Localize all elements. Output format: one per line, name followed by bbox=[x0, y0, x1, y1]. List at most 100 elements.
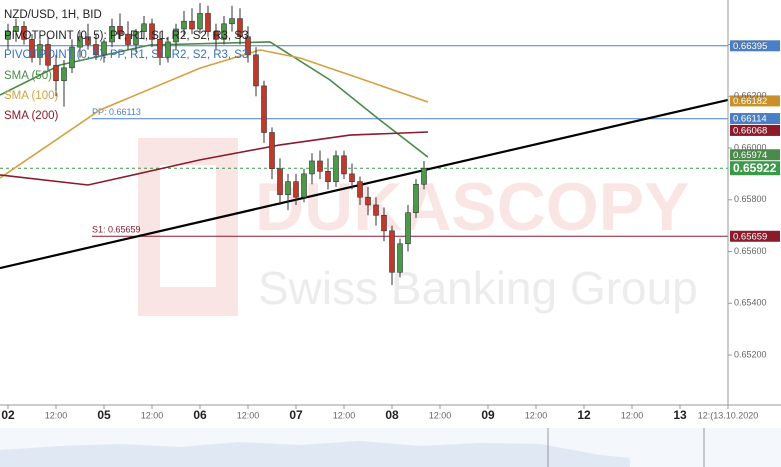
y-tick-label: 0.66400 bbox=[734, 39, 767, 49]
plot: PP: 0.66113 S1: 0.65659 bbox=[0, 3, 780, 409]
x-tick-label: 02 bbox=[1, 408, 15, 422]
price-badge-label: 0.66182 bbox=[733, 96, 767, 107]
price-badge bbox=[730, 149, 780, 161]
candle-body bbox=[173, 28, 179, 43]
indicator-label: PIVOTPOINT (0, 5): PP, R1, S1, R2, S2, R… bbox=[4, 30, 248, 42]
candle-body bbox=[253, 54, 259, 87]
candle-body bbox=[365, 196, 371, 206]
x-tick-label: 08 bbox=[385, 408, 399, 422]
price-badge bbox=[730, 95, 780, 107]
watermark-logo bbox=[138, 138, 238, 316]
candle-body bbox=[421, 167, 427, 185]
candle-body bbox=[165, 41, 171, 58]
x-tick-label: 12 bbox=[577, 408, 591, 422]
y-tick-label: 0.65400 bbox=[734, 298, 767, 308]
price-badge bbox=[730, 230, 780, 242]
candle-body bbox=[125, 33, 131, 45]
candle-body bbox=[325, 171, 331, 182]
y-tick-label: 0.65800 bbox=[734, 194, 767, 204]
candle-body bbox=[21, 26, 27, 40]
price-badge bbox=[730, 113, 780, 125]
candle-body bbox=[5, 31, 11, 40]
y-tick-label: 0.66200 bbox=[734, 91, 767, 101]
candle-body bbox=[53, 64, 59, 82]
price-badge bbox=[730, 40, 780, 52]
candle-body bbox=[205, 13, 211, 32]
sma-line bbox=[0, 41, 429, 158]
candle-body bbox=[29, 39, 35, 58]
candle-body bbox=[181, 20, 187, 30]
candle-body bbox=[133, 31, 139, 45]
indicator-label: PIVOTPOINT (0, 5): PP, R1, S1, R2, S2, R… bbox=[4, 49, 248, 61]
candle-body bbox=[381, 215, 387, 232]
candle-body bbox=[301, 173, 307, 198]
legend-entry: SMA (100) bbox=[4, 90, 58, 102]
price-badge-label: 0.66114 bbox=[733, 114, 767, 125]
candle-body bbox=[285, 181, 291, 195]
x-tick-label: 13 bbox=[673, 408, 687, 422]
x-tick-label: 12:00 bbox=[429, 410, 452, 420]
candle-body bbox=[141, 23, 147, 32]
candle-body bbox=[45, 44, 51, 66]
y-tick-label: 0.65200 bbox=[734, 349, 767, 359]
price-badge bbox=[730, 161, 780, 176]
x-tick-label: 12:00 bbox=[141, 410, 164, 420]
candle-body bbox=[117, 26, 123, 35]
candle-body bbox=[373, 204, 379, 216]
candle-body bbox=[397, 243, 403, 273]
price-badge-label: 0.65974 bbox=[733, 150, 767, 161]
legend-entry: SMA (200) bbox=[4, 110, 58, 122]
candle-body bbox=[261, 85, 267, 133]
price-badge-label: 0.65922 bbox=[733, 161, 777, 175]
candle-body bbox=[93, 44, 99, 56]
candle-body bbox=[269, 132, 275, 170]
price-badge-label: 0.66395 bbox=[733, 41, 767, 52]
price-badge bbox=[730, 124, 780, 136]
candle-body bbox=[213, 31, 219, 40]
x-tick-label: 07 bbox=[289, 408, 303, 422]
candle-body bbox=[69, 46, 75, 69]
candle-body bbox=[61, 67, 67, 82]
pivot-label: PP: 0.66113 bbox=[92, 107, 141, 117]
watermark-subtitle: Swiss Banking Group bbox=[258, 262, 698, 314]
candle-body bbox=[389, 230, 395, 273]
logo-box bbox=[138, 138, 238, 316]
x-tick-label: 12:00 bbox=[333, 410, 356, 420]
y-tick-label: 0.66000 bbox=[734, 142, 767, 152]
candle-body bbox=[317, 160, 323, 172]
price-badge-label: 0.66068 bbox=[733, 125, 767, 136]
candle-body bbox=[157, 39, 163, 58]
x-tick-label: 09 bbox=[481, 408, 495, 422]
x-tick-label: 12:00 bbox=[525, 410, 548, 420]
candle-body bbox=[341, 155, 347, 175]
candle-body bbox=[77, 36, 83, 48]
x-tick-label: 12:00 bbox=[45, 410, 68, 420]
candle-body bbox=[349, 173, 355, 182]
x-tick-label: 12:00 bbox=[237, 410, 260, 420]
sma-line bbox=[0, 49, 429, 179]
candle-body bbox=[237, 18, 243, 38]
candle-body bbox=[405, 212, 411, 245]
x-tick-label: 06 bbox=[193, 408, 207, 422]
candle-body bbox=[221, 23, 227, 40]
candle-body bbox=[197, 13, 203, 30]
x-tick-label: 12:00 bbox=[621, 410, 644, 420]
candle-body bbox=[13, 26, 19, 32]
candle-body bbox=[293, 181, 299, 198]
trend-line bbox=[0, 98, 729, 270]
candle-body bbox=[85, 36, 91, 45]
candle-body bbox=[37, 44, 43, 58]
candle-body bbox=[413, 183, 419, 214]
legend-entry: SMA (50) bbox=[4, 70, 52, 82]
candle-body bbox=[149, 23, 155, 40]
x-tick-label: 05 bbox=[97, 408, 111, 422]
candle-body bbox=[245, 36, 251, 56]
candle-body bbox=[101, 41, 107, 56]
chart-title: NZD/USD, 1H, BID bbox=[4, 9, 102, 21]
candle-body bbox=[309, 160, 315, 175]
sma-line bbox=[0, 131, 429, 186]
y-tick-label: 0.65600 bbox=[734, 246, 767, 256]
candle-body bbox=[109, 26, 115, 43]
x-tick-label: 12:(13.10.2020 bbox=[698, 410, 759, 420]
